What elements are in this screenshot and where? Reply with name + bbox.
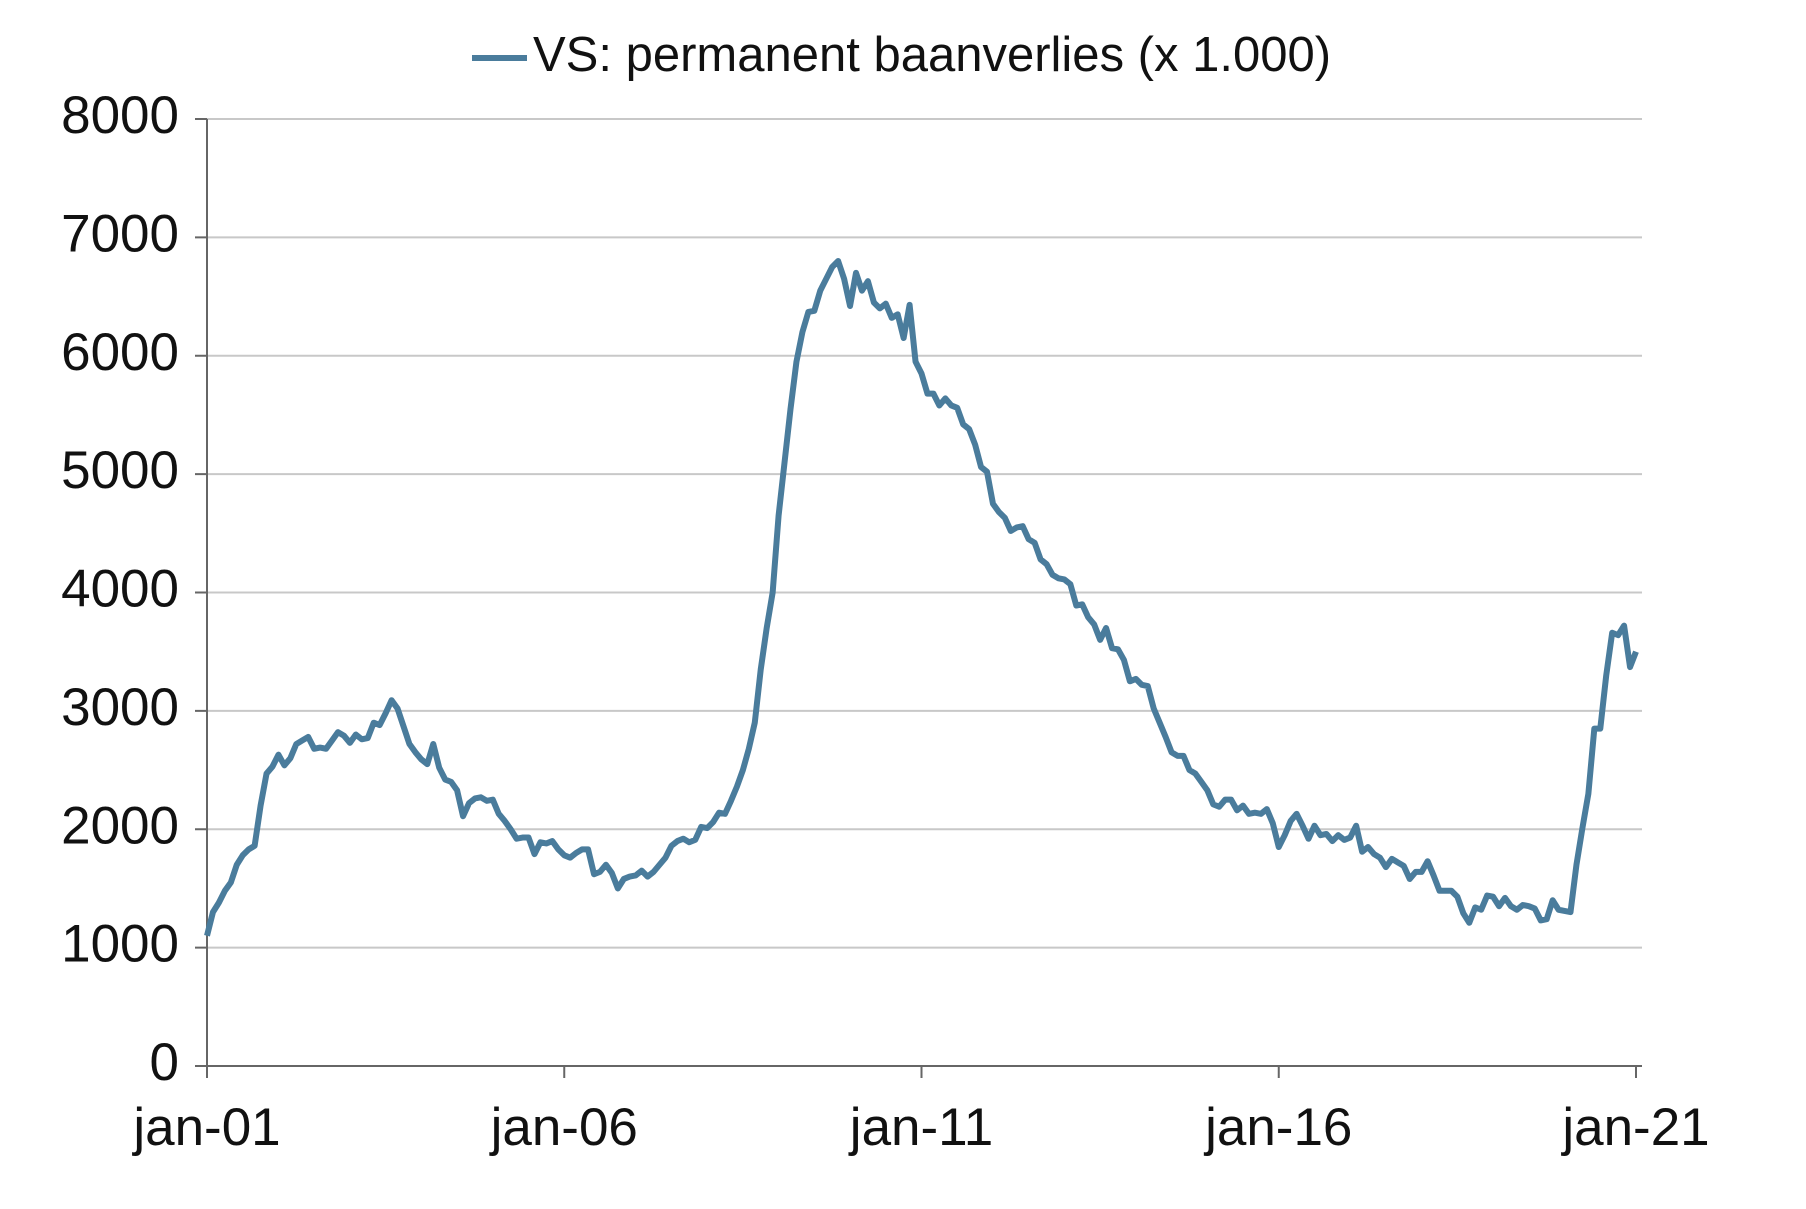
y-tick-label: 8000: [61, 86, 179, 145]
legend-label: VS: permanent baanverlies (x 1.000): [533, 28, 1331, 82]
y-tick-label: 5000: [61, 441, 179, 500]
y-tick-label: 0: [150, 1033, 179, 1092]
x-tick-label: jan-01: [131, 1098, 280, 1157]
x-tick-label: jan-16: [1203, 1098, 1352, 1157]
y-tick-label: 4000: [61, 560, 179, 619]
y-tick-label: 2000: [61, 796, 179, 855]
x-tick-label: jan-06: [489, 1098, 638, 1157]
y-tick-label: 7000: [61, 204, 179, 263]
data-line: [204, 258, 1639, 937]
y-tick-label: 1000: [61, 915, 179, 974]
y-tick-label: 3000: [61, 678, 179, 737]
x-tick-label: jan-11: [848, 1098, 993, 1157]
x-tick-label: jan-21: [1560, 1098, 1709, 1157]
y-tick-label: 6000: [61, 323, 179, 382]
